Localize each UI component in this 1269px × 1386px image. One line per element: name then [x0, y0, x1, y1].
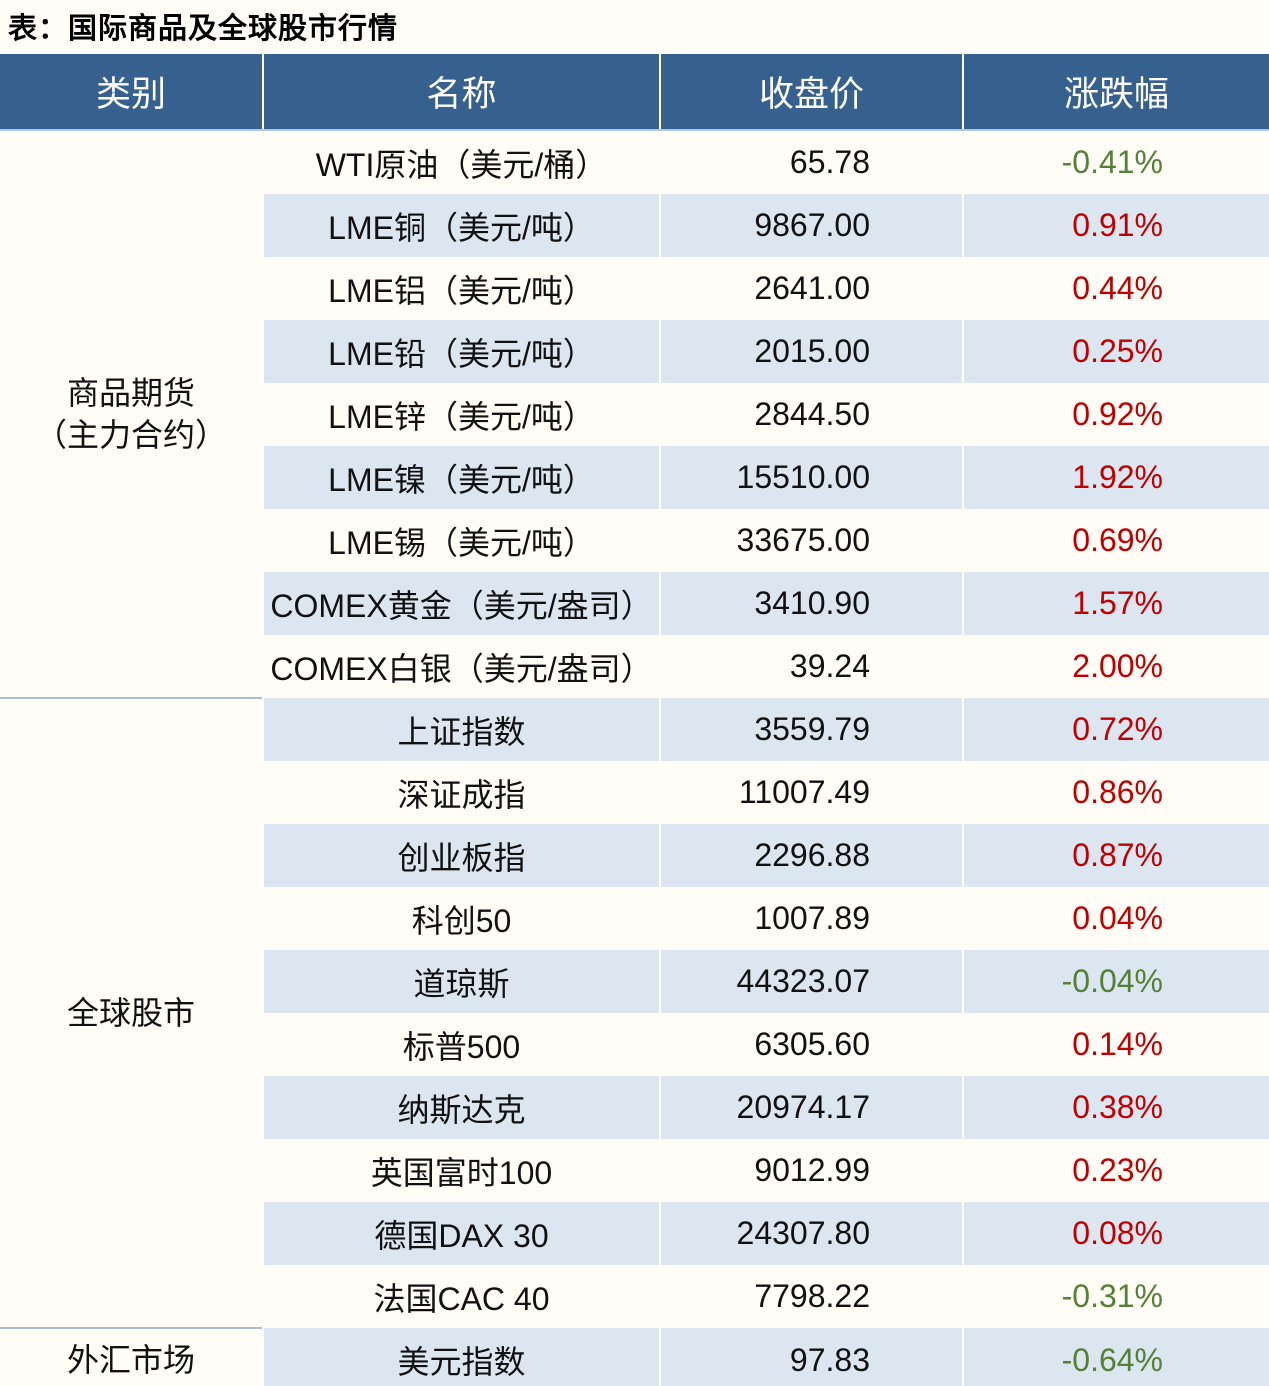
- name-cell: LME锌（美元/吨）: [263, 383, 661, 446]
- table-row: 道琼斯 44323.07 -0.04%: [0, 950, 1269, 1013]
- change-cell: 0.14%: [963, 1013, 1269, 1076]
- name-cell: COMEX黄金（美元/盎司）: [263, 572, 661, 635]
- name-cell: LME锡（美元/吨）: [263, 509, 661, 572]
- table-row: COMEX黄金（美元/盎司） 3410.90 1.57%: [0, 572, 1269, 635]
- close-cell: 39.24: [660, 635, 964, 698]
- table-row: LME铅（美元/吨） 2015.00 0.25%: [0, 320, 1269, 383]
- change-cell: -0.41%: [963, 130, 1269, 194]
- close-cell: 11007.49: [660, 761, 964, 824]
- header-cell-name: 名称: [263, 54, 661, 131]
- change-cell: 0.91%: [963, 194, 1269, 257]
- name-cell: 美元指数: [263, 1328, 661, 1386]
- change-cell: -0.04%: [963, 950, 1269, 1013]
- close-cell: 33675.00: [660, 509, 964, 572]
- category-cell: 商品期货 （主力合约）: [0, 130, 264, 698]
- name-cell: 科创50: [263, 887, 661, 950]
- table-row: 德国DAX 30 24307.80 0.08%: [0, 1202, 1269, 1265]
- header-cell-category: 类别: [0, 54, 264, 131]
- name-cell: 标普500: [263, 1013, 661, 1076]
- close-cell: 7798.22: [660, 1265, 964, 1328]
- name-cell: 德国DAX 30: [263, 1202, 661, 1265]
- name-cell: COMEX白银（美元/盎司）: [263, 635, 661, 698]
- change-cell: 0.87%: [963, 824, 1269, 887]
- name-cell: 法国CAC 40: [263, 1265, 661, 1328]
- change-cell: 0.23%: [963, 1139, 1269, 1202]
- close-cell: 9867.00: [660, 194, 964, 257]
- name-cell: LME铅（美元/吨）: [263, 320, 661, 383]
- change-cell: 0.92%: [963, 383, 1269, 446]
- change-cell: 0.69%: [963, 509, 1269, 572]
- change-cell: 0.04%: [963, 887, 1269, 950]
- header-cell-close: 收盘价: [660, 54, 964, 131]
- name-cell: LME铝（美元/吨）: [263, 257, 661, 320]
- change-cell: 2.00%: [963, 635, 1269, 698]
- close-cell: 20974.17: [660, 1076, 964, 1139]
- change-cell: 1.57%: [963, 572, 1269, 635]
- category-cell: 外汇市场: [0, 1327, 264, 1386]
- name-cell: 纳斯达克: [263, 1076, 661, 1139]
- table-row: 全球股市 上证指数 3559.79 0.72%: [0, 697, 1269, 1328]
- table-row: 科创50 1007.89 0.04%: [0, 887, 1269, 950]
- table-row: COMEX白银（美元/盎司） 39.24 2.00%: [0, 635, 1269, 698]
- change-cell: 0.72%: [963, 698, 1269, 761]
- market-table: 类别 名称 收盘价 涨跌幅 商品期货 （主力合约） WTI原油（美元/桶） 65.78…: [0, 54, 1269, 1386]
- header-row: 类别 名称 收盘价 涨跌幅: [0, 54, 1269, 131]
- table-row: 纳斯达克 20974.17 0.38%: [0, 1076, 1269, 1139]
- close-cell: 3410.90: [660, 572, 964, 635]
- close-cell: 2296.88: [660, 824, 964, 887]
- table-row: LME铝（美元/吨） 2641.00 0.44%: [0, 257, 1269, 320]
- close-cell: 65.78: [660, 130, 964, 194]
- table-row: 创业板指 2296.88 0.87%: [0, 824, 1269, 887]
- name-cell: 创业板指: [263, 824, 661, 887]
- change-cell: 0.44%: [963, 257, 1269, 320]
- close-cell: 3559.79: [660, 698, 964, 761]
- table-row: LME锡（美元/吨） 33675.00 0.69%: [0, 509, 1269, 572]
- name-cell: 道琼斯: [263, 950, 661, 1013]
- close-cell: 97.83: [660, 1328, 964, 1386]
- name-cell: 英国富时100: [263, 1139, 661, 1202]
- close-cell: 2641.00: [660, 257, 964, 320]
- table-row: 外汇市场 美元指数 97.83 -0.64%: [0, 1327, 1269, 1386]
- table-row: 法国CAC 40 7798.22 -0.31%: [0, 1265, 1269, 1328]
- change-cell: -0.31%: [963, 1265, 1269, 1328]
- close-cell: 1007.89: [660, 887, 964, 950]
- change-cell: 0.86%: [963, 761, 1269, 824]
- close-cell: 2015.00: [660, 320, 964, 383]
- name-cell: 上证指数: [263, 698, 661, 761]
- close-cell: 15510.00: [660, 446, 964, 509]
- name-cell: LME镍（美元/吨）: [263, 446, 661, 509]
- table-row: LME镍（美元/吨） 15510.00 1.92%: [0, 446, 1269, 509]
- table-row: 商品期货 （主力合约） WTI原油（美元/桶） 65.78 -0.41%: [0, 130, 1269, 698]
- table-row: 英国富时100 9012.99 0.23%: [0, 1139, 1269, 1202]
- table-row: 标普500 6305.60 0.14%: [0, 1013, 1269, 1076]
- close-cell: 44323.07: [660, 950, 964, 1013]
- change-cell: 0.25%: [963, 320, 1269, 383]
- name-cell: WTI原油（美元/桶）: [263, 130, 661, 194]
- page-title: 表：国际商品及全球股市行情: [8, 13, 399, 45]
- close-cell: 9012.99: [660, 1139, 964, 1202]
- header-cell-change: 涨跌幅: [963, 54, 1269, 131]
- table-body: 商品期货 （主力合约） WTI原油（美元/桶） 65.78 -0.41% LME铜（美元/…: [0, 130, 1269, 1386]
- category-cell: 全球股市: [0, 697, 264, 1328]
- change-cell: 1.92%: [963, 446, 1269, 509]
- change-cell: 0.08%: [963, 1202, 1269, 1265]
- close-cell: 2844.50: [660, 383, 964, 446]
- change-cell: -0.64%: [963, 1328, 1269, 1386]
- table-row: 深证成指 11007.49 0.86%: [0, 761, 1269, 824]
- name-cell: 深证成指: [263, 761, 661, 824]
- name-cell: LME铜（美元/吨）: [263, 194, 661, 257]
- table-row: LME铜（美元/吨） 9867.00 0.91%: [0, 194, 1269, 257]
- close-cell: 24307.80: [660, 1202, 964, 1265]
- close-cell: 6305.60: [660, 1013, 964, 1076]
- table-row: LME锌（美元/吨） 2844.50 0.92%: [0, 383, 1269, 446]
- change-cell: 0.38%: [963, 1076, 1269, 1139]
